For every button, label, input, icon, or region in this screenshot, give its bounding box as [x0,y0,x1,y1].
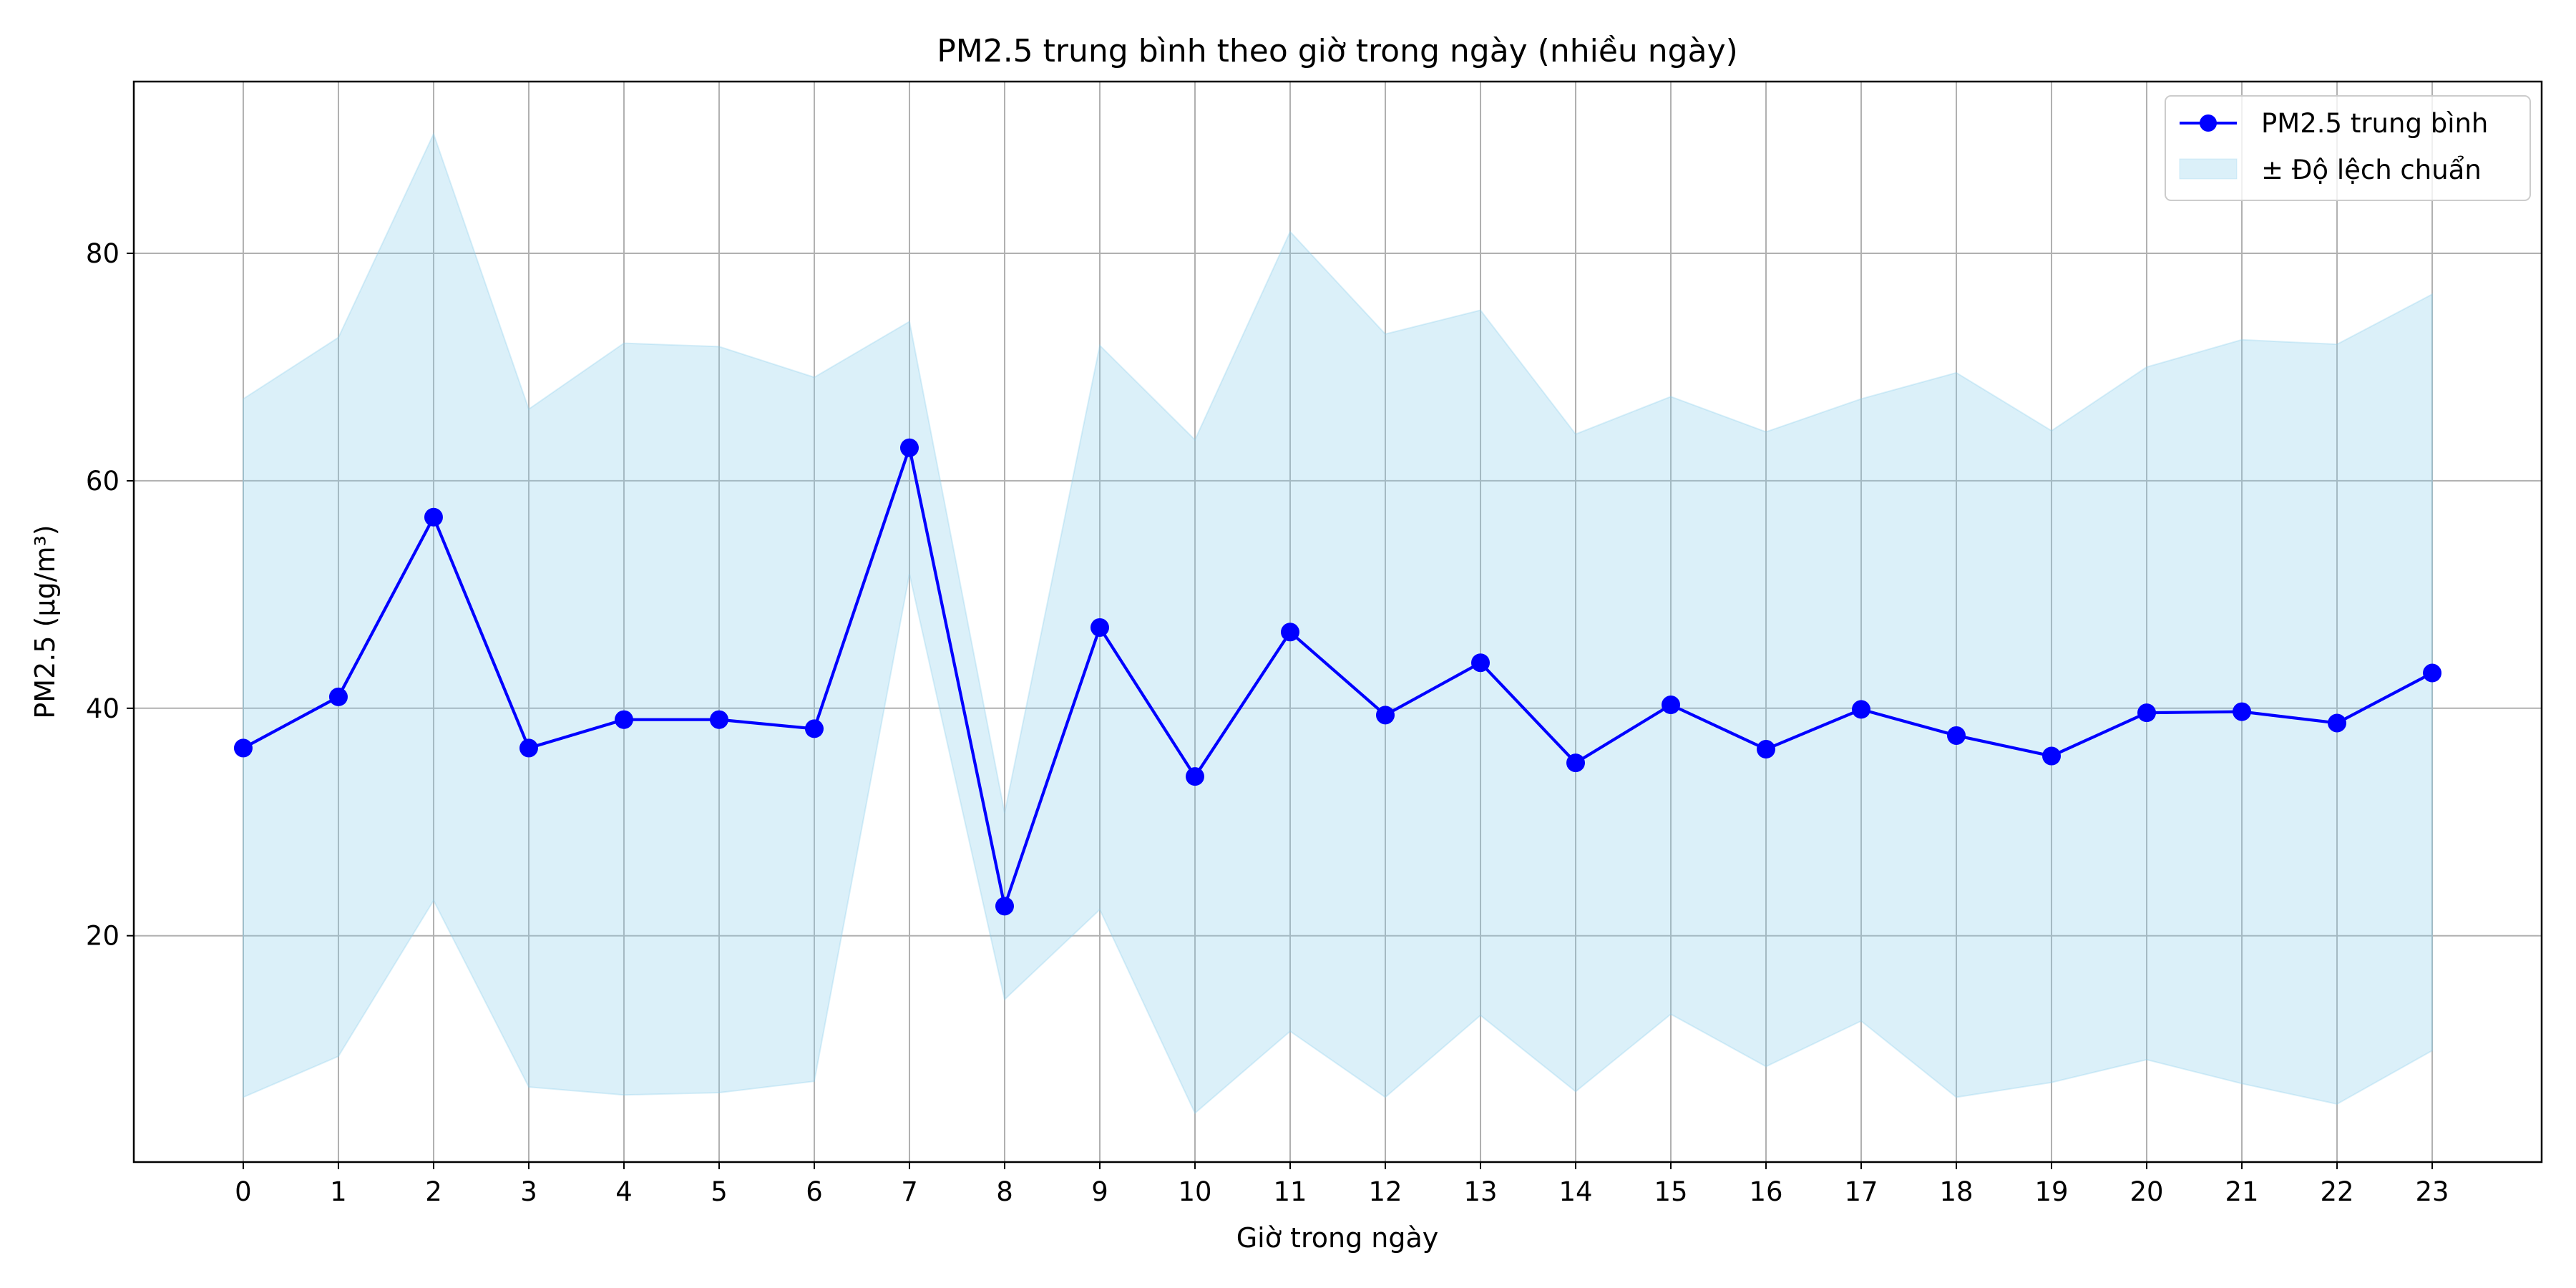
x-tick-label: 0 [235,1176,252,1207]
data-point [2137,703,2157,723]
series-layer [233,438,2442,916]
std-band [242,132,2434,1115]
x-tick-label: 3 [520,1176,537,1207]
x-tick-label: 10 [1178,1176,1211,1207]
x-tick-label: 15 [1654,1176,1687,1207]
data-point [519,738,538,758]
x-tick-label: 20 [2129,1176,2163,1207]
x-tick-label: 5 [711,1176,728,1207]
x-tick-label: 14 [1558,1176,1592,1207]
y-tick-label: 60 [86,466,119,497]
data-point [709,710,728,729]
x-axis-label: Giờ trong ngày [1236,1222,1439,1254]
legend-label-std: ± Độ lệch chuẩn [2261,155,2482,185]
y-tick-label: 80 [86,238,119,269]
x-tick-label: 8 [996,1176,1013,1207]
data-point [899,438,919,457]
plot-frame [132,80,2543,1163]
data-point [1852,700,1871,719]
data-point [1185,767,1204,786]
y-tick-label: 20 [86,921,119,952]
x-tick-label: 22 [2320,1176,2353,1207]
legend-frame [2165,95,2531,201]
legend: PM2.5 trung bình ± Độ lệch chuẩn [2165,95,2531,201]
y-axis-ticks: 20 40 60 80 [86,238,134,952]
x-tick-label: 1 [330,1176,347,1207]
data-point [2042,746,2062,766]
x-tick-label: 6 [806,1176,823,1207]
data-point [2423,663,2442,683]
legend-marker-swatch [2200,114,2217,132]
x-tick-label: 17 [1844,1176,1878,1207]
x-axis-ticks: 0 1 2 3 4 5 6 7 8 9 10 11 12 13 14 15 16 17 18 19 20 21 22 23 [235,1162,2449,1207]
data-point [1662,696,1681,715]
data-point [2233,702,2252,721]
data-point [328,687,348,706]
x-tick-label: 19 [2034,1176,2068,1207]
data-point [804,719,824,738]
data-point [1471,653,1491,673]
legend-label-mean: PM2.5 trung bình [2261,108,2488,139]
data-point [1090,618,1109,637]
x-tick-label: 21 [2225,1176,2258,1207]
chart-title: PM2.5 trung bình theo giờ trong ngày (nh… [937,33,1738,69]
data-point [1757,740,1776,759]
data-point [233,738,253,758]
x-tick-label: 13 [1463,1176,1497,1207]
x-tick-label: 16 [1749,1176,1782,1207]
y-tick-label: 40 [86,693,119,724]
x-tick-label: 11 [1273,1176,1307,1207]
data-point [1947,726,1966,745]
data-point [1566,753,1586,773]
data-point [995,897,1014,916]
x-tick-label: 12 [1368,1176,1402,1207]
x-tick-label: 4 [615,1176,633,1207]
x-tick-label: 23 [2415,1176,2449,1207]
data-point [1376,706,1395,725]
x-tick-label: 2 [425,1176,442,1207]
data-point [1280,623,1299,642]
data-point [424,507,443,527]
legend-band-swatch [2179,158,2238,180]
x-tick-label: 18 [1939,1176,1973,1207]
data-point [614,710,633,729]
data-point [2328,713,2347,733]
x-tick-label: 9 [1091,1176,1108,1207]
x-tick-label: 7 [901,1176,918,1207]
y-axis-label: PM2.5 (μg/m³) [29,525,61,718]
series-line-pm25-mean [242,446,2434,908]
std-band-layer [242,132,2434,1115]
